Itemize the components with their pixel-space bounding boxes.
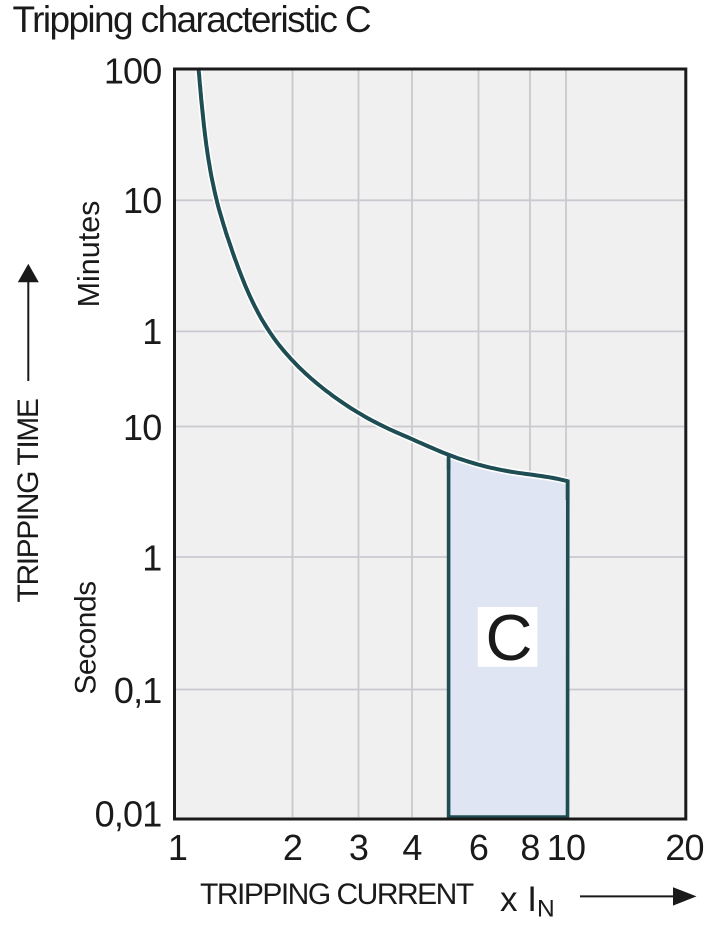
svg-text:0,01: 0,01	[95, 794, 162, 835]
svg-text:Tripping characteristic C: Tripping characteristic C	[13, 0, 371, 40]
svg-text:Seconds: Seconds	[70, 581, 103, 694]
svg-text:0,1: 0,1	[114, 670, 162, 711]
svg-text:1: 1	[168, 827, 187, 868]
svg-text:6: 6	[469, 827, 488, 868]
svg-text:TRIPPING CURRENT: TRIPPING CURRENT	[200, 878, 474, 911]
svg-text:TRIPPING TIME: TRIPPING TIME	[12, 399, 45, 602]
svg-text:10: 10	[123, 407, 161, 448]
svg-text:20: 20	[665, 827, 703, 868]
svg-text:Minutes: Minutes	[72, 201, 106, 308]
svg-text:4: 4	[402, 827, 421, 868]
svg-text:1: 1	[142, 311, 161, 352]
svg-text:3: 3	[349, 827, 368, 868]
svg-text:100: 100	[104, 51, 162, 92]
svg-text:10: 10	[123, 180, 161, 221]
svg-text:10: 10	[547, 827, 585, 868]
svg-text:2: 2	[283, 827, 302, 868]
svg-text:C: C	[486, 601, 533, 674]
svg-text:8: 8	[520, 827, 539, 868]
svg-text:x IN: x IN	[500, 880, 555, 923]
svg-text:1: 1	[142, 538, 161, 579]
